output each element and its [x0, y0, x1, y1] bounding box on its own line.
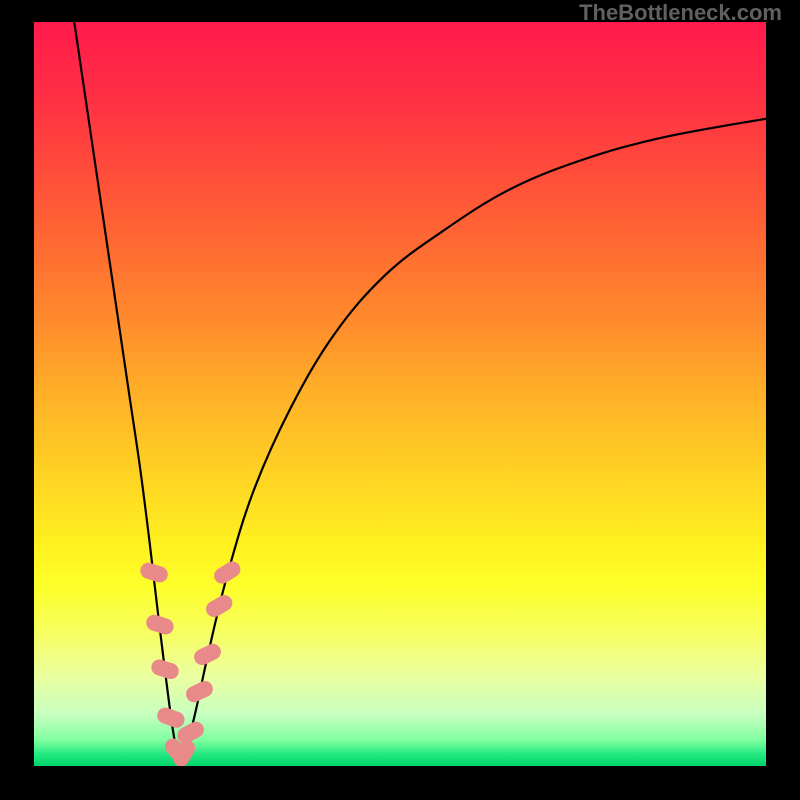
gradient-background [34, 22, 766, 766]
plot-area [34, 22, 766, 766]
chart-svg [34, 22, 766, 766]
watermark-text: TheBottleneck.com [579, 0, 782, 26]
chart-container: TheBottleneck.com [0, 0, 800, 800]
